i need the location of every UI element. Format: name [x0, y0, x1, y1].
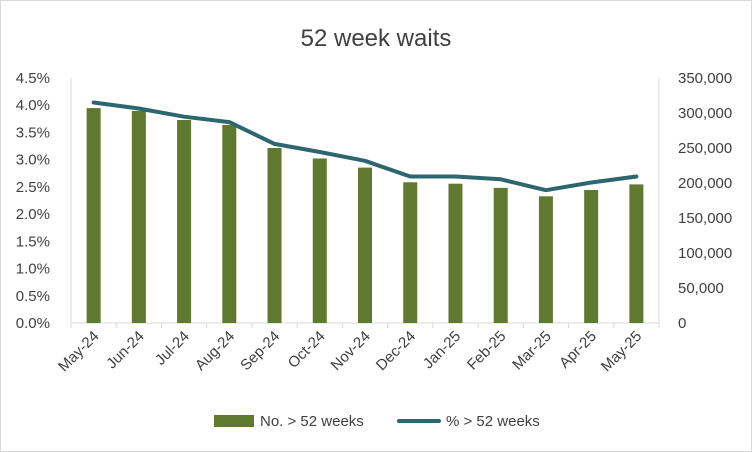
x-tick-label: Aug-24 [192, 328, 238, 374]
bar [131, 110, 146, 324]
bar [448, 183, 463, 323]
legend-bar-swatch [214, 415, 254, 427]
y-right-tick-label: 150,000 [678, 210, 732, 227]
line-series [91, 100, 639, 193]
x-tick-label: Mar-25 [509, 328, 555, 374]
bar [86, 108, 101, 323]
y-left-tick-label: 0.0% [16, 315, 50, 332]
y-right-tick-label: 100,000 [678, 245, 732, 262]
y-right-tick-label: 350,000 [678, 70, 732, 87]
y-right-tick-label: 0 [678, 315, 686, 332]
y-left-tick-label: 4.0% [16, 97, 50, 114]
x-tick-label: Nov-24 [328, 328, 374, 374]
x-tick-label: Oct-24 [285, 328, 329, 372]
bar [312, 158, 327, 323]
y-right-tick-label: 250,000 [678, 140, 732, 157]
x-tick-label: May-24 [55, 328, 102, 375]
x-tick-label: Jun-24 [103, 328, 147, 372]
y-right-tick-label: 200,000 [678, 175, 732, 192]
bar [584, 190, 599, 323]
bar [267, 148, 282, 323]
y-left-tick-label: 4.5% [16, 70, 50, 87]
chart-title: 52 week waits [301, 25, 452, 52]
bar [538, 196, 553, 323]
bar [222, 124, 237, 324]
bar [403, 182, 418, 323]
x-tick-label: Jul-24 [152, 328, 193, 369]
bar [629, 184, 644, 323]
y-left-tick-label: 3.5% [16, 124, 50, 141]
y-left-tick-label: 3.0% [16, 152, 50, 169]
bar [358, 167, 372, 323]
y-left-tick-label: 2.0% [16, 206, 50, 223]
x-tick-label: May-25 [598, 328, 645, 375]
y-left-tick-label: 0.5% [16, 288, 50, 305]
y-left-tick-label: 1.5% [16, 233, 50, 250]
x-tick-label: Feb-25 [464, 328, 510, 374]
x-tick-label: Jan-25 [420, 328, 464, 372]
y-left-tick-label: 1.0% [16, 261, 50, 278]
plot-area: 0.0% 0.5% 1.0% 1.5% 2.0% 2.5% 3.0% 3.5% 4.0% 4.5%… [16, 70, 732, 375]
bar [493, 187, 508, 323]
bar [177, 120, 192, 323]
legend: No. > 52 weeks % > 52 weeks [214, 413, 540, 430]
x-tick-label: Apr-25 [556, 328, 600, 372]
y-right-tick-label: 50,000 [678, 280, 724, 297]
legend-bar-label: No. > 52 weeks [260, 413, 364, 430]
y-right-tick-label: 300,000 [678, 105, 732, 122]
x-tick-label: Sep-24 [237, 328, 283, 374]
legend-line-label: % > 52 weeks [446, 413, 540, 430]
x-tick-label: Dec-24 [373, 328, 419, 374]
y-left-tick-label: 2.5% [16, 179, 50, 196]
